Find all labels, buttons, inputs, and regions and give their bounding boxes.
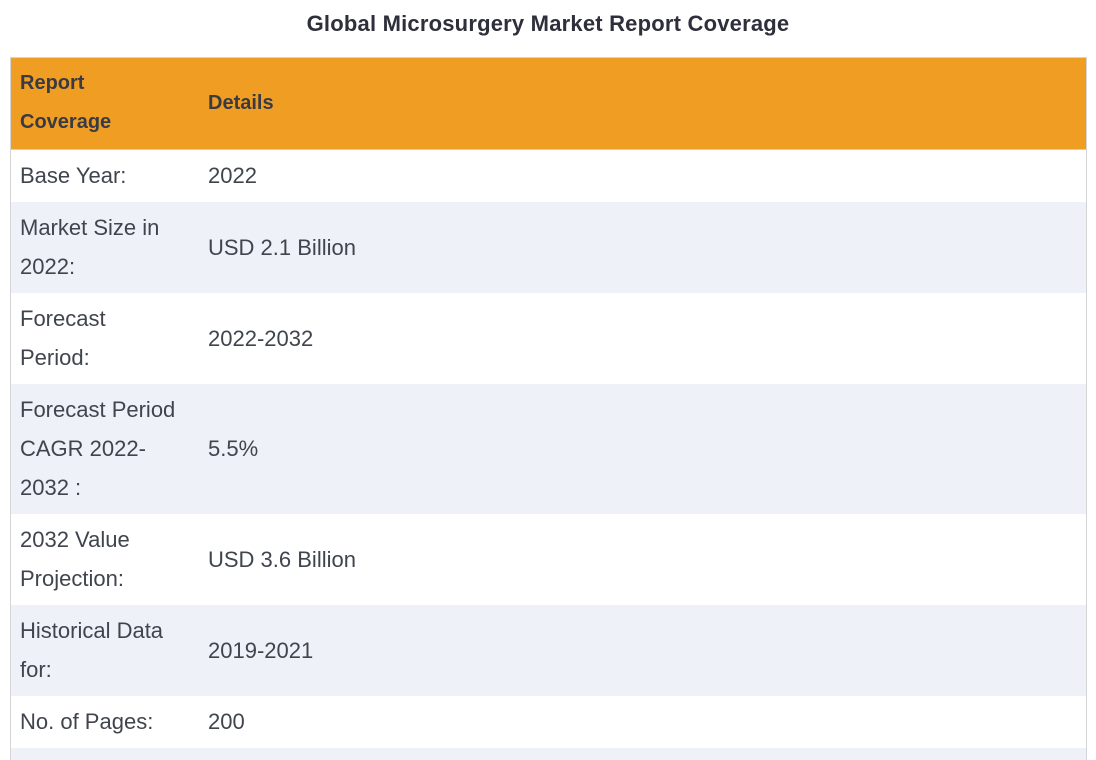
row-value: 2022 xyxy=(208,163,257,188)
row-label: Market Size in 2022: xyxy=(20,215,160,279)
row-label: Base Year: xyxy=(20,163,127,188)
table-row-historical-data: Historical Data for: 2019-2021 xyxy=(11,605,1086,696)
row-label: Forecast Period CAGR 2022-2032 : xyxy=(20,397,176,500)
row-value: 2019-2021 xyxy=(208,637,314,663)
row-value: USD 2.1 Billion xyxy=(208,234,356,260)
row-value: 2022-2032 xyxy=(208,325,314,351)
table-body: Base Year: 2022 Market Size in 2022: USD… xyxy=(11,150,1086,760)
row-value: USD 3.6 Billion xyxy=(208,546,356,572)
table-header-row: Report Coverage Details xyxy=(11,58,1086,150)
row-label: Forecast Period: xyxy=(20,306,106,370)
row-label: 2032 Value Projection: xyxy=(20,527,130,591)
header-col-details: Details xyxy=(208,91,274,114)
table-row-base-year: Base Year: 2022 xyxy=(11,150,1086,202)
row-label: Historical Data for: xyxy=(20,618,164,682)
row-value: 200 xyxy=(208,709,245,734)
row-value: 5.5% xyxy=(208,436,259,461)
table-row-partial-cutoff xyxy=(11,748,1086,760)
table-row-market-size: Market Size in 2022: USD 2.1 Billion xyxy=(11,202,1086,293)
report-coverage-table: Report Coverage Details Base Year: 2022 … xyxy=(10,57,1087,760)
table-row-no-of-pages: No. of Pages: 200 xyxy=(11,696,1086,748)
table-row-cagr: Forecast Period CAGR 2022-2032 : 5.5% xyxy=(11,384,1086,514)
table-row-forecast-period: Forecast Period: 2022-2032 xyxy=(11,293,1086,384)
row-label: No. of Pages: xyxy=(20,709,154,734)
table-row-value-projection: 2032 Value Projection: USD 3.6 Billion xyxy=(11,514,1086,605)
header-col-report-coverage: Report Coverage xyxy=(20,72,112,133)
page-title: Global Microsurgery Market Report Covera… xyxy=(306,11,790,36)
